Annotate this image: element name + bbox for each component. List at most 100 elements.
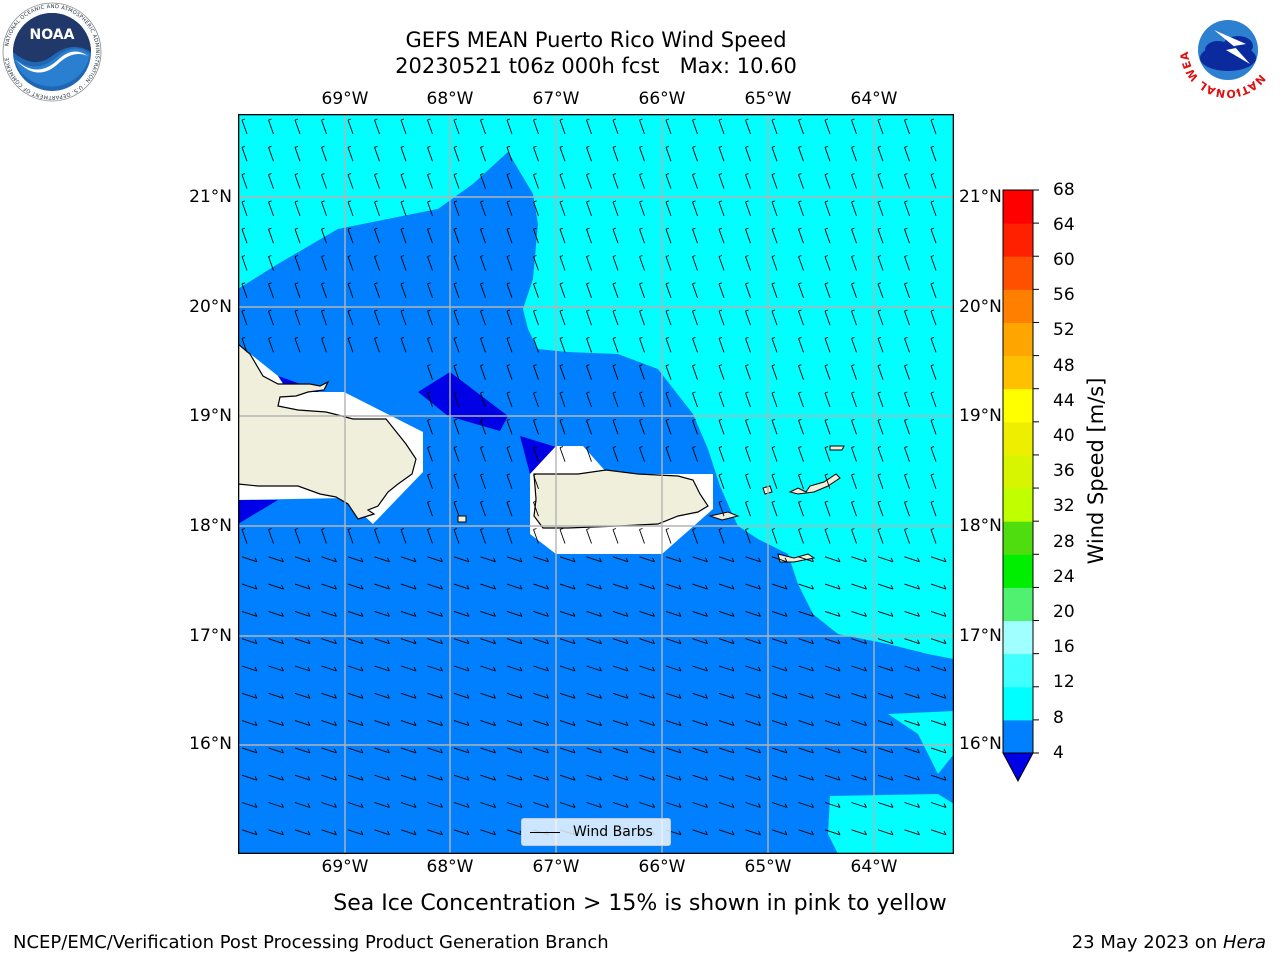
wind-barb xyxy=(851,145,857,162)
wind-barb xyxy=(692,309,698,326)
wind-barb xyxy=(321,720,337,727)
noaa-logo-text: NOAA xyxy=(30,27,75,43)
wind-barb xyxy=(268,774,284,781)
wind-barb xyxy=(798,747,814,754)
wind-barb xyxy=(771,638,788,645)
wind-barb xyxy=(665,747,682,754)
wind-barb xyxy=(877,145,884,162)
wind-barb xyxy=(665,418,672,435)
wind-barb xyxy=(506,610,523,617)
wind-barb xyxy=(347,720,364,727)
wind-barb xyxy=(718,418,725,435)
wind-barb xyxy=(692,173,698,189)
wind-barb xyxy=(745,200,751,217)
wind-barb xyxy=(321,118,327,135)
wind-barb xyxy=(268,556,284,563)
wind-barb xyxy=(665,446,672,462)
wind-barb xyxy=(533,774,549,781)
wind-barb xyxy=(877,309,884,326)
wind-barb xyxy=(453,336,460,353)
wind-barb xyxy=(294,610,311,617)
wind-barb xyxy=(453,200,460,217)
wind-barb xyxy=(586,173,592,189)
wind-barb xyxy=(453,774,470,781)
wind-barb xyxy=(718,227,725,244)
wind-barb xyxy=(321,774,337,781)
wind-barb xyxy=(665,200,672,217)
wind-barb xyxy=(559,282,566,298)
wind-barb xyxy=(453,309,460,326)
wind-barb xyxy=(400,720,417,727)
wind-barb xyxy=(877,227,884,244)
wind-barb xyxy=(347,665,364,672)
wind-barb xyxy=(612,145,619,162)
wind-barb xyxy=(347,200,354,217)
wind-barb xyxy=(851,391,857,408)
wind-barb xyxy=(692,418,698,435)
colorbar-segment xyxy=(1003,719,1033,754)
wind-barb xyxy=(851,364,857,380)
wind-barb xyxy=(612,665,629,672)
wind-barb xyxy=(453,145,460,162)
colorbar-segment xyxy=(1003,322,1033,357)
wind-barb xyxy=(533,309,539,326)
wind-barb xyxy=(904,145,910,162)
wind-barb xyxy=(692,145,698,162)
wind-barb xyxy=(559,747,576,754)
wind-barb xyxy=(506,336,513,353)
wind-barb xyxy=(268,665,284,672)
wind-barb xyxy=(771,473,778,490)
wind-barb xyxy=(586,282,592,298)
wind-barb xyxy=(824,500,831,517)
wind-barb xyxy=(400,610,417,617)
wind-barb xyxy=(480,802,496,808)
lon-label-top: 66°W xyxy=(638,89,686,109)
virgin-islands-land xyxy=(788,473,841,495)
wind-barb xyxy=(798,200,804,217)
wind-barb xyxy=(559,556,576,563)
colorbar-segment xyxy=(1003,554,1033,588)
wind-barb xyxy=(559,774,576,781)
wind-barb xyxy=(533,802,549,808)
wind-barb xyxy=(798,692,814,699)
wind-barb xyxy=(771,200,778,217)
wind-barb xyxy=(771,391,778,408)
wind-barb xyxy=(771,802,788,808)
colorbar-tick: 12 xyxy=(1053,672,1075,692)
wind-barb xyxy=(400,309,407,326)
wind-barb xyxy=(612,747,629,754)
wind-barb xyxy=(427,255,433,271)
wind-barb xyxy=(321,227,327,244)
wind-barb xyxy=(294,692,311,699)
wind-barb xyxy=(824,583,841,590)
wind-barb xyxy=(904,173,910,189)
footer-date: 23 May 2023 on Hera xyxy=(1072,932,1266,954)
wind-barb xyxy=(771,309,778,326)
wind-barb xyxy=(533,610,549,617)
wind-barb xyxy=(904,418,910,435)
colorbar-tick: 24 xyxy=(1053,567,1075,587)
wind-barb xyxy=(480,173,486,189)
wind-barb xyxy=(586,665,602,672)
wind-barb xyxy=(851,282,857,298)
wind-barb xyxy=(692,528,698,544)
wind-barb xyxy=(692,610,708,617)
wind-barb xyxy=(612,309,619,326)
wind-barb xyxy=(692,118,698,135)
wind-barb xyxy=(480,556,496,563)
colorbar-tick: 56 xyxy=(1053,285,1075,305)
wind-barb xyxy=(824,829,841,836)
wind-barb xyxy=(639,336,645,353)
wind-barb xyxy=(930,309,937,326)
wind-barb xyxy=(851,227,857,244)
wind-barb xyxy=(268,227,274,244)
wind-barb xyxy=(347,528,354,544)
colorbar-segment xyxy=(1003,421,1033,456)
wind-barb xyxy=(374,227,380,244)
wind-barb xyxy=(639,227,645,244)
wind-barb xyxy=(268,692,284,699)
wind-barb xyxy=(533,391,539,408)
wind-barb xyxy=(321,336,327,353)
wind-barb xyxy=(904,255,910,271)
wind-barb xyxy=(718,118,725,135)
